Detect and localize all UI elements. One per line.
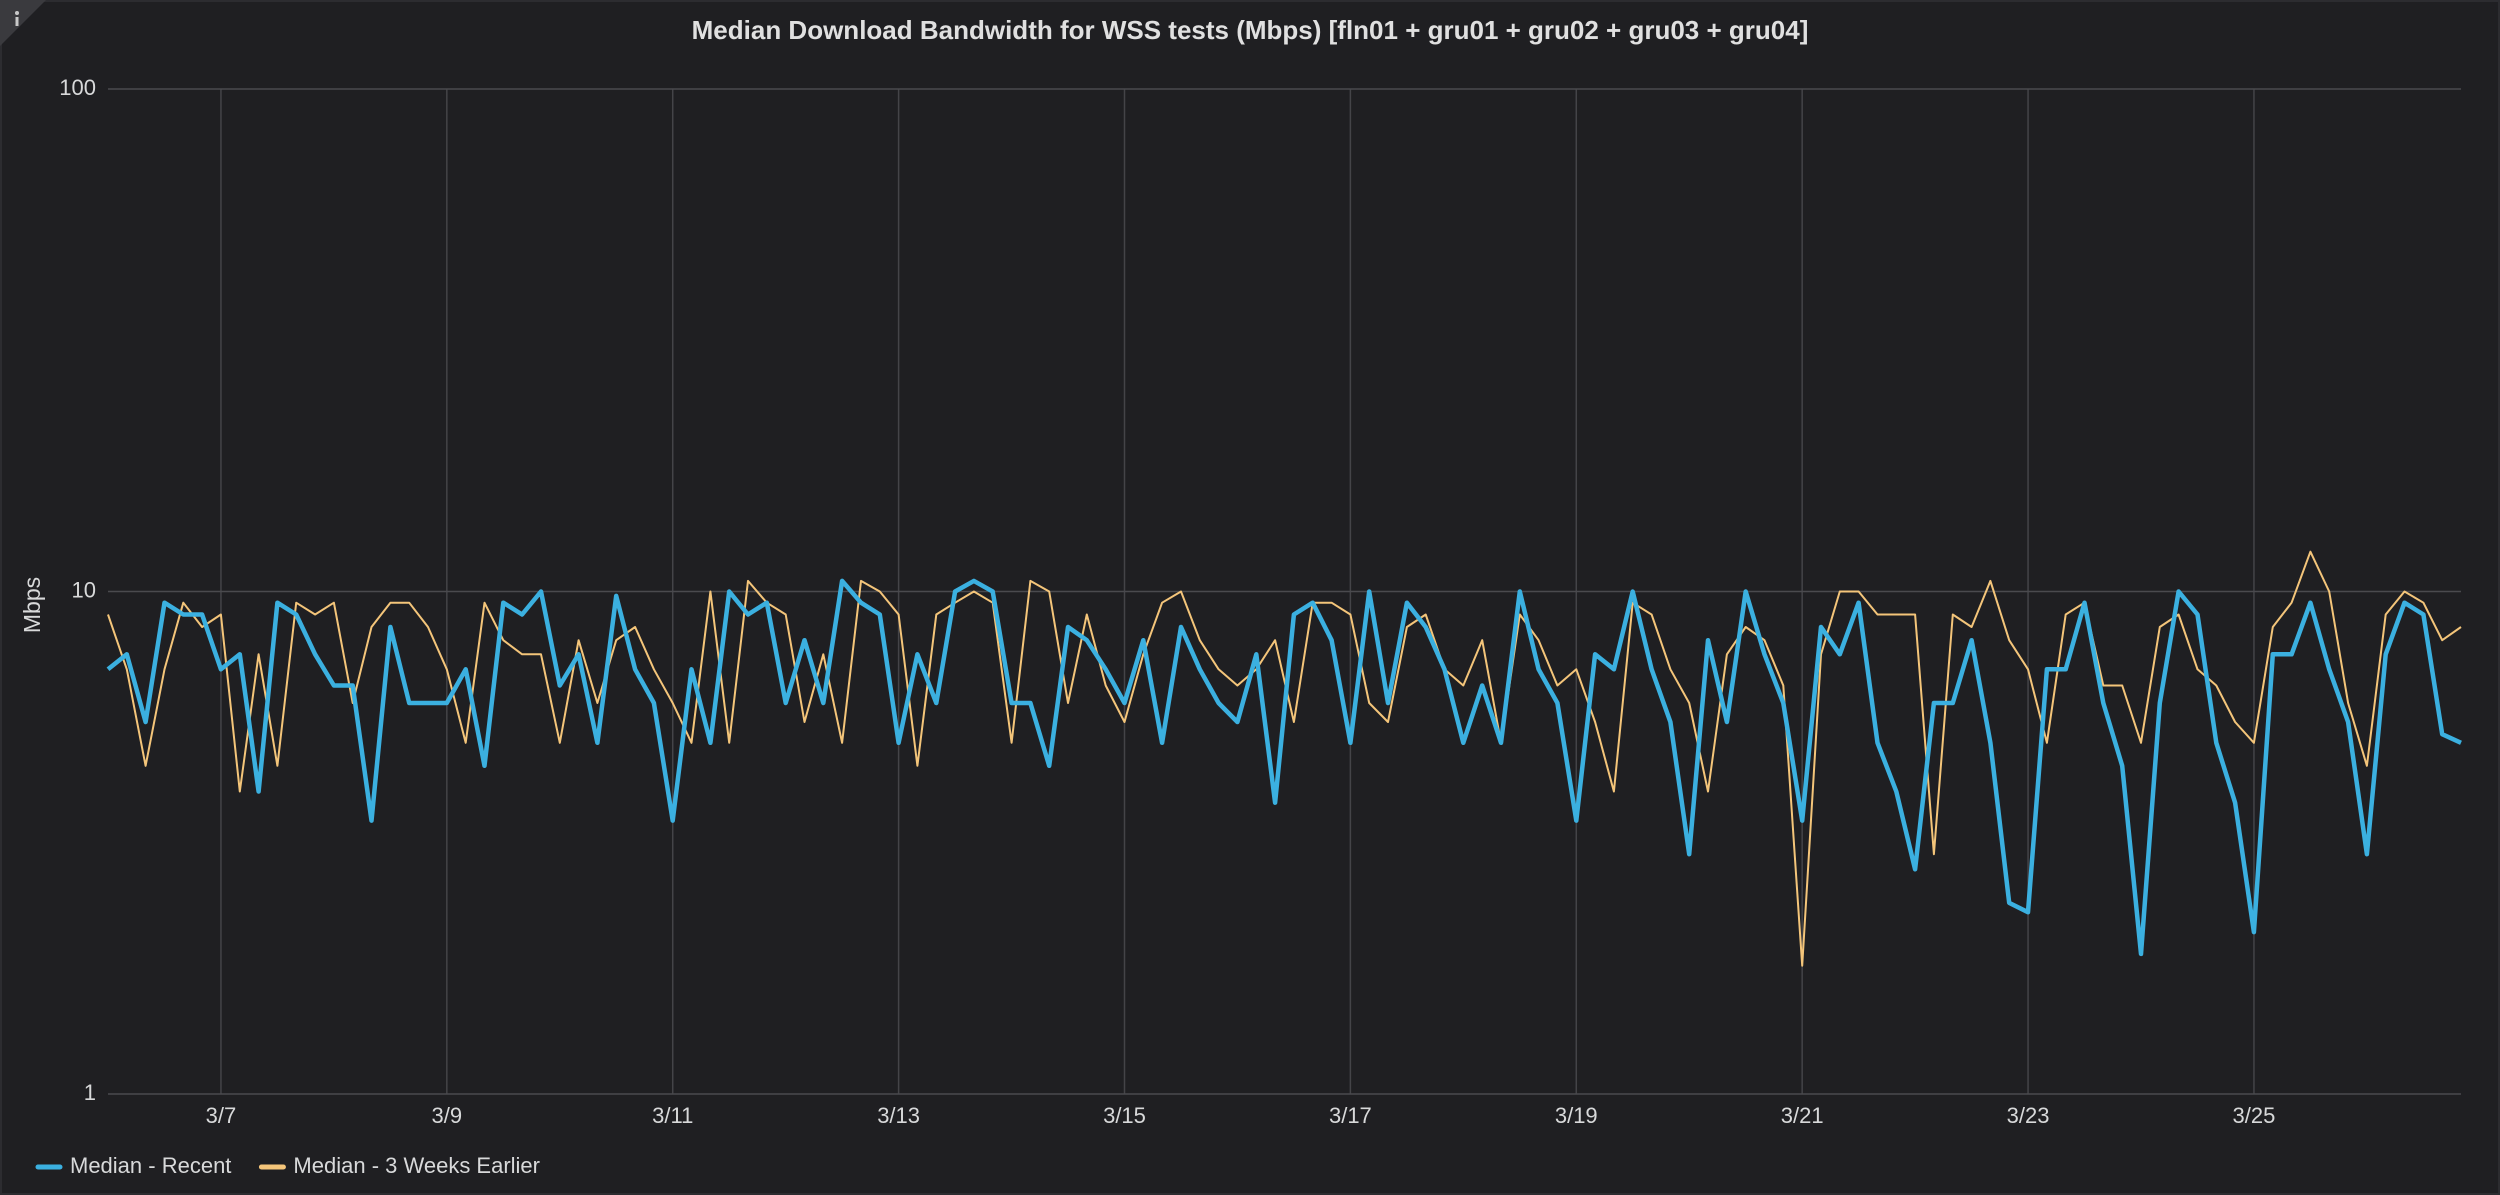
info-icon-dot (15, 11, 19, 15)
legend-label: Median - Recent (70, 1153, 231, 1178)
x-tick-label: 3/25 (2233, 1103, 2276, 1128)
x-tick-label: 3/13 (877, 1103, 920, 1128)
info-icon-stem (15, 17, 19, 26)
legend-item[interactable]: Median - Recent (35, 1153, 231, 1178)
y-tick-label: 10 (72, 577, 96, 602)
y-axis-label: Mbps (19, 577, 45, 633)
x-tick-label: 3/15 (1103, 1103, 1146, 1128)
x-tick-label: 3/19 (1555, 1103, 1598, 1128)
legend-label: Median - 3 Weeks Earlier (293, 1153, 540, 1178)
y-tick-label: 100 (59, 75, 96, 100)
x-tick-label: 3/11 (652, 1103, 693, 1128)
x-tick-label: 3/9 (432, 1103, 463, 1128)
series-line (106, 578, 2462, 957)
x-tick-label: 3/17 (1329, 1103, 1372, 1128)
info-corner[interactable] (0, 0, 46, 46)
y-tick-label: 1 (84, 1080, 96, 1105)
chart-title: Median Download Bandwidth for WSS tests … (692, 15, 1809, 45)
x-tick-label: 3/23 (2007, 1103, 2050, 1128)
x-tick-label: 3/7 (206, 1103, 237, 1128)
legend-item[interactable]: Median - 3 Weeks Earlier (258, 1153, 540, 1178)
x-tick-label: 3/21 (1781, 1103, 1824, 1128)
